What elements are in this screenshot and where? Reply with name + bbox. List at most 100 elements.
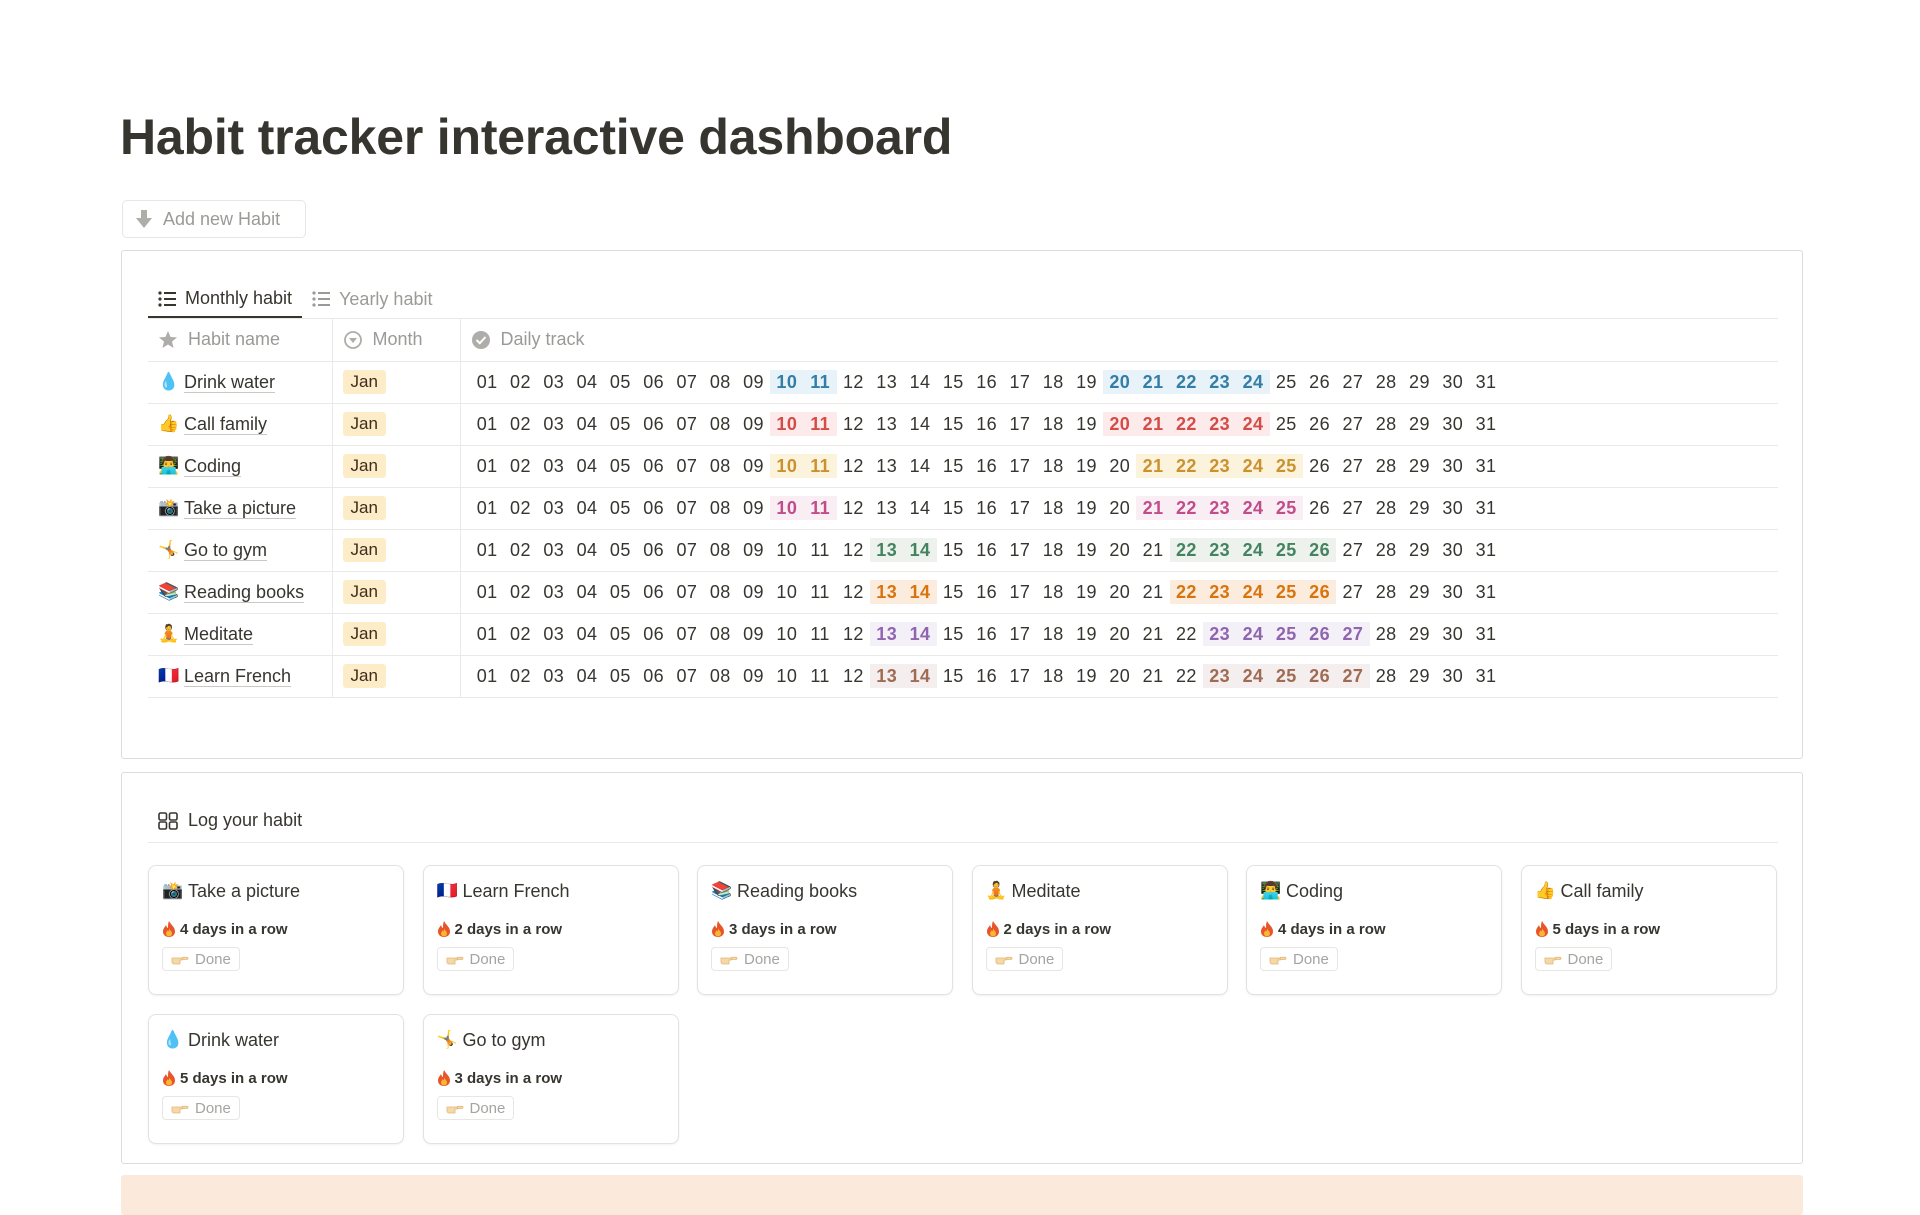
done-button[interactable]: Done [162,947,240,971]
fire-icon [1535,921,1548,937]
habit-name[interactable]: 📸 Take a picture [158,498,332,519]
daily-track-cell[interactable]: 01 02 03 04 05 06 07 08 09 10 11 12 13 14 15 16 17 18 19 20… [460,655,1778,698]
day-done: 23 [1203,622,1237,646]
day: 03 [543,414,565,434]
day: 12 [843,666,864,686]
daily-track-cell[interactable]: 01 02 03 04 05 06 07 08 09 10 11 12 13 14 15 16 17 18 19 20… [460,403,1778,446]
done-button[interactable]: Done [985,947,1064,971]
habit-name-text[interactable]: Call family [184,413,268,435]
done-button[interactable]: Done [436,947,515,971]
habit-name-text[interactable]: Meditate [184,623,254,645]
streak: 3 days in a row [711,920,952,938]
day: 30 [1442,624,1464,644]
tab-monthly-habit[interactable]: Monthly habit [148,281,303,318]
day-done: 10 [770,496,804,520]
habit-name-cell[interactable]: 🧘 Meditate [148,613,333,656]
day: 27 [1342,414,1364,434]
daily-track-cell[interactable]: 01 02 03 04 05 06 07 08 09 10 11 12 13 14 15 16 17 18 19 20… [460,487,1778,530]
day-done: 26 [1302,622,1337,646]
column-header-daily-track[interactable]: Daily track [460,319,1778,362]
habit-card[interactable]: 📚 Reading books 3 days in a row Done [697,865,953,995]
habit-card[interactable]: 💧 Drink water 5 days in a row Done [148,1014,404,1144]
day-done: 11 [803,454,837,478]
column-header-habit-name[interactable]: Habit name [148,319,333,362]
habit-card[interactable]: 🇫🇷 Learn French 2 days in a row Done [422,865,679,995]
daily-track-cell[interactable]: 01 02 03 04 05 06 07 08 09 10 11 12 13 14 15 16 17 18 19 20… [460,571,1778,614]
day: 26 [1309,372,1330,392]
habit-name-text[interactable]: Learn French [184,665,292,687]
day: 29 [1409,498,1430,518]
table-row[interactable]: 👨‍💻 Coding Jan 01 02 03 04 05 06 07 08 09 10 11 12 13 14… [148,445,1778,488]
daily-track-cell[interactable]: 01 02 03 04 05 06 07 08 09 10 11 12 13 14 15 16 17 18 19 20… [460,361,1778,404]
daily-track-cell[interactable]: 01 02 03 04 05 06 07 08 09 10 11 12 13 14 15 16 17 18 19 20… [460,445,1778,488]
day: 25 [1275,372,1297,392]
table-row[interactable]: 👍 Call family Jan 01 02 03 04 05 06 07 08 09 10 11 12 1… [148,403,1778,446]
habit-name-text[interactable]: Go to gym [184,539,268,561]
habit-name-cell[interactable]: 🤸 Go to gym [148,529,333,572]
table-row[interactable]: 💧 Drink water Jan 01 02 03 04 05 06 07 08 09 10 11 12 1… [148,361,1778,404]
tab-yearly-habit[interactable]: Yearly habit [302,281,442,317]
habit-name[interactable]: 📚 Reading books [158,582,332,603]
daily-track-cell[interactable]: 01 02 03 04 05 06 07 08 09 10 11 12 13 14 15 16 17 18 19 20… [460,529,1778,572]
habit-name-cell[interactable]: 📚 Reading books [148,571,333,614]
day: 14 [909,372,931,392]
habit-card[interactable]: 👨‍💻 Coding 4 days in a row Done [1246,865,1502,995]
month-cell[interactable]: Jan [332,571,461,614]
habit-card[interactable]: 👍 Call family 5 days in a row Done [1520,865,1777,995]
done-button[interactable]: Done [436,1096,515,1120]
table-row[interactable]: 🧘 Meditate Jan 01 02 03 04 05 06 07 08 09 10 11 12 13 14… [148,613,1778,656]
table-row[interactable]: 🤸 Go to gym Jan 01 02 03 04 05 06 07 08 09 10 11 12 13 1… [148,529,1778,572]
habit-name[interactable]: 🇫🇷 Learn French [158,666,332,687]
month-cell[interactable]: Jan [332,487,461,530]
habit-name-cell[interactable]: 👨‍💻 Coding [148,445,333,488]
day: 09 [743,414,764,434]
habit-name[interactable]: 💧 Drink water [158,372,332,393]
habit-name-text[interactable]: Take a picture [184,497,297,519]
fire-icon [437,921,450,937]
habit-name[interactable]: 👍 Call family [158,414,332,435]
streak: 5 days in a row [1535,920,1776,938]
day-done: 22 [1169,454,1204,478]
habit-name-cell[interactable]: 👍 Call family [148,403,333,446]
list-icon [158,290,176,307]
month-cell[interactable]: Jan [332,655,461,698]
done-label: Done [1567,950,1604,968]
habit-name-text[interactable]: Coding [184,455,242,477]
habit-card[interactable]: 📸 Take a picture 4 days in a row Done [148,865,404,995]
done-button[interactable]: Done [1260,947,1338,971]
day: 09 [743,582,764,602]
streak: 2 days in a row [986,920,1227,938]
add-new-habit-button[interactable]: Add new Habit [122,200,306,238]
column-header-month[interactable]: Month [332,319,461,362]
habit-name-cell[interactable]: 🇫🇷 Learn French [148,655,333,698]
month-cell[interactable]: Jan [332,529,461,572]
arrow-down-icon [136,210,152,228]
month-cell[interactable]: Jan [332,403,461,446]
day: 06 [643,498,665,518]
month-cell[interactable]: Jan [332,445,461,488]
habit-name-text[interactable]: Reading books [184,581,305,603]
habit-card[interactable]: 🤸 Go to gym 3 days in a row Done [422,1014,679,1144]
habit-name[interactable]: 🤸 Go to gym [158,540,332,561]
habit-card[interactable]: 🧘 Meditate 2 days in a row Done [971,865,1228,995]
table-row[interactable]: 📸 Take a picture Jan 01 02 03 04 05 06 07 08 09 10 11… [148,487,1778,530]
daily-track-cell[interactable]: 01 02 03 04 05 06 07 08 09 10 11 12 13 14 15 16 17 18 19 20… [460,613,1778,656]
done-button[interactable]: Done [1534,947,1613,971]
done-button[interactable]: Done [711,947,789,971]
table-row[interactable]: 📚 Reading books Jan 01 02 03 04 05 06 07 08 09 10 11 1… [148,571,1778,614]
day: 19 [1076,624,1097,644]
select-icon [343,330,362,349]
habit-name-cell[interactable]: 📸 Take a picture [148,487,333,530]
habit-name-text[interactable]: Drink water [184,371,276,393]
month-cell[interactable]: Jan [332,613,461,656]
habit-name[interactable]: 🧘 Meditate [158,624,332,645]
day: 04 [576,498,598,518]
habit-name[interactable]: 👨‍💻 Coding [158,456,332,477]
day-done: 21 [1136,412,1170,436]
habit-name-cell[interactable]: 💧 Drink water [148,361,333,404]
month-cell[interactable]: Jan [332,361,461,404]
done-button[interactable]: Done [162,1096,240,1120]
day: 12 [843,582,864,602]
day: 06 [643,372,665,392]
table-row[interactable]: 🇫🇷 Learn French Jan 01 02 03 04 05 06 07 08 09 10 11 1… [148,655,1778,698]
